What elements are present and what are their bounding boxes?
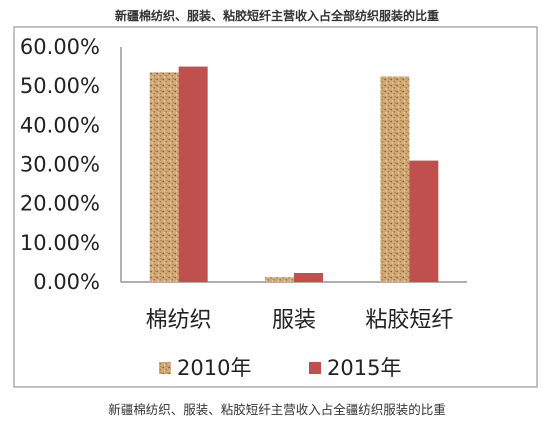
figure-caption: 新疆棉纺织、服装、粘胶短纤主营收入占全疆纺织服装的比重 bbox=[108, 402, 446, 417]
category-label: 粘胶短纤 bbox=[365, 308, 453, 333]
bar-2015-2 bbox=[409, 160, 439, 282]
category-label: 棉纺织 bbox=[146, 308, 212, 333]
legend-swatch-2010 bbox=[159, 362, 171, 374]
category-labels: 棉纺织 服装 粘胶短纤 bbox=[146, 308, 454, 333]
legend-label-2010: 2010年 bbox=[177, 356, 251, 380]
y-tick-label: 0.00% bbox=[33, 270, 100, 294]
category-label: 服装 bbox=[272, 308, 316, 333]
chart-title: 新疆棉纺织、服装、粘胶短纤主营收入占全部纺织服装的比重 bbox=[115, 8, 439, 23]
bars bbox=[149, 66, 439, 282]
y-tick-label: 10.00% bbox=[20, 231, 100, 255]
legend: 2010年 2015年 bbox=[159, 356, 401, 380]
bar-2010-1 bbox=[265, 277, 294, 282]
chart-frame bbox=[13, 26, 538, 388]
y-tick-label: 40.00% bbox=[20, 113, 100, 137]
y-tick-label: 60.00% bbox=[20, 35, 100, 59]
y-tick-label: 20.00% bbox=[20, 192, 100, 216]
y-tick-label: 30.00% bbox=[20, 153, 100, 177]
y-axis-ticks: 0.00% 10.00% 20.00% 30.00% 40.00% 50.00% 60.00… bbox=[20, 35, 100, 294]
bar-2015-0 bbox=[178, 66, 208, 282]
legend-swatch-2015 bbox=[309, 362, 321, 374]
legend-label-2015: 2015年 bbox=[327, 356, 401, 380]
bar-2010-0 bbox=[149, 72, 179, 282]
bar-2015-1 bbox=[294, 272, 323, 282]
y-tick-label: 50.00% bbox=[20, 74, 100, 98]
bar-2010-2 bbox=[380, 76, 410, 282]
